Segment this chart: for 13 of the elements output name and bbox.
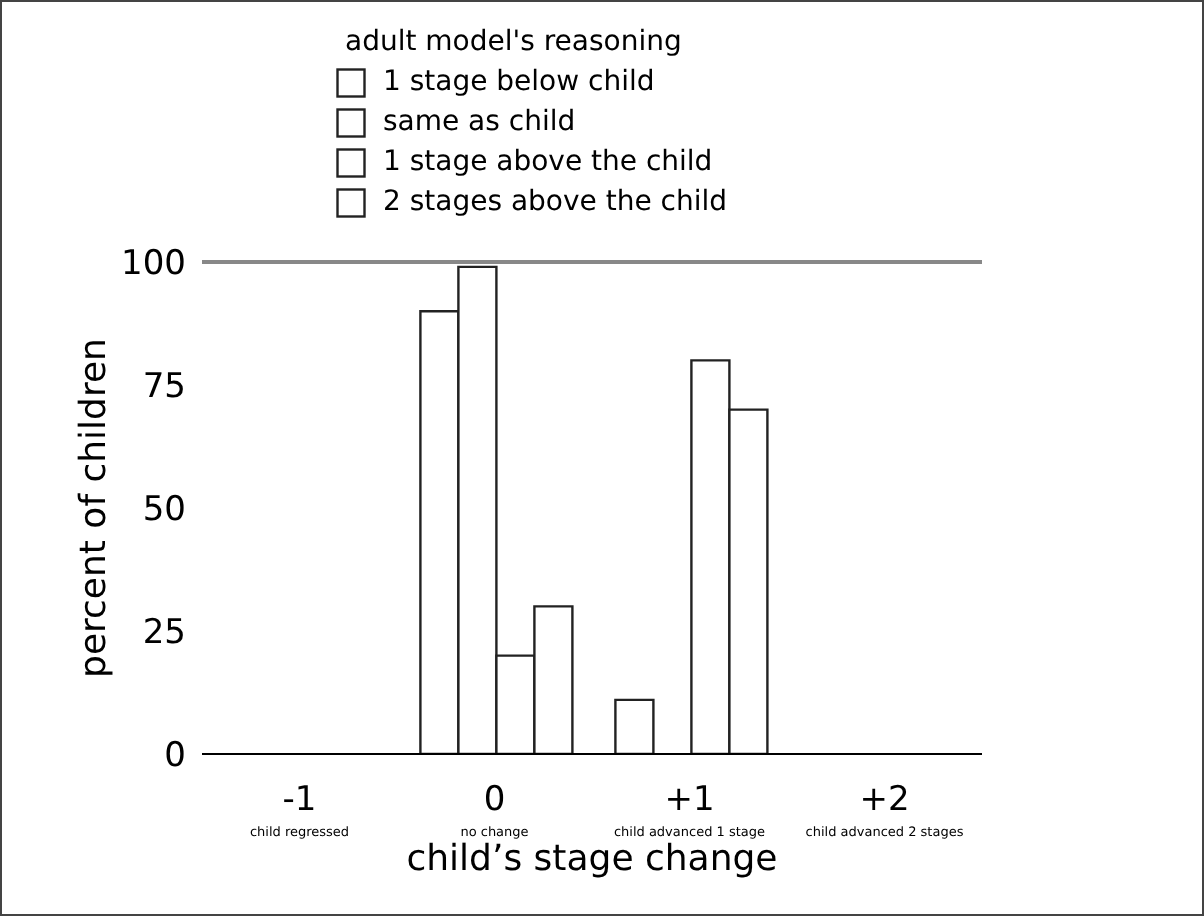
legend-label: 2 stages above the child xyxy=(382,184,727,222)
legend-label: same as child xyxy=(382,104,576,142)
legend-title: adult model's reasoning xyxy=(344,24,684,62)
x-axis-title: child’s stage change xyxy=(406,838,778,880)
legend-label: 1 stage above the child xyxy=(382,144,713,182)
legend-label: 1 stage below child xyxy=(382,64,655,102)
y-tick-label: 100 xyxy=(121,244,186,285)
y-tick-label: 0 xyxy=(164,736,186,777)
y-tick-label: 25 xyxy=(142,613,186,654)
y-tick-label: 50 xyxy=(142,490,186,531)
y-tick-label: 75 xyxy=(142,367,186,408)
bar xyxy=(614,698,655,754)
y-axis-title: percent of children xyxy=(72,338,115,678)
